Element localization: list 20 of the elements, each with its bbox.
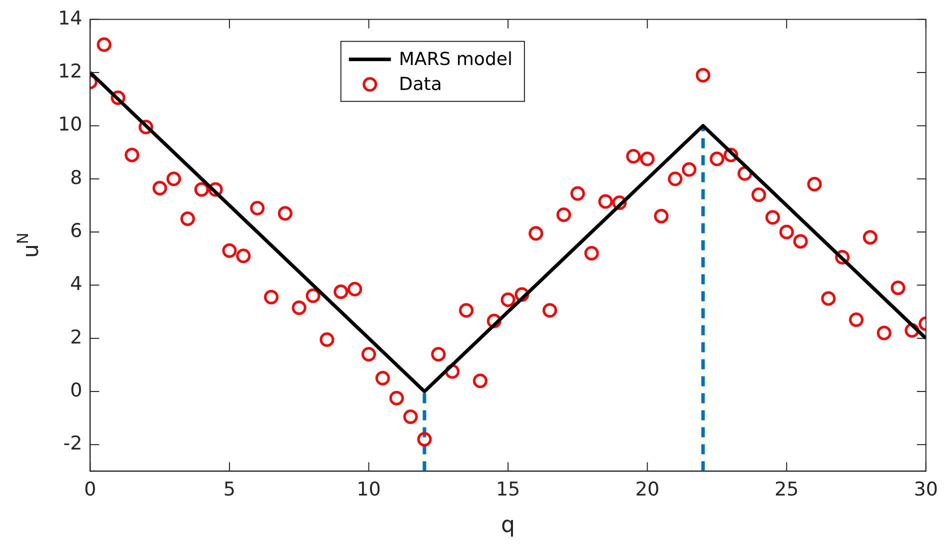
x-tick-label: 20 — [635, 478, 660, 501]
y-tick-label: 14 — [58, 7, 82, 30]
y-tick-label: 8 — [70, 166, 82, 189]
y-tick-label: 10 — [58, 114, 82, 136]
x-axis-title: q — [501, 513, 516, 538]
y-tick-label: 0 — [70, 379, 82, 402]
x-tick-label: 25 — [774, 478, 799, 501]
x-tick-label: 15 — [496, 478, 520, 501]
y-tick-label: 6 — [70, 220, 82, 242]
y-tick-label: 4 — [70, 273, 82, 296]
legend-label: Data — [398, 74, 442, 96]
x-tick-label: 5 — [223, 478, 236, 501]
y-axis-title: uN — [14, 232, 44, 258]
x-tick-label: 10 — [356, 478, 381, 501]
x-tick-label: 0 — [84, 478, 96, 501]
y-tick-label: -2 — [63, 432, 82, 455]
y-tick-label: 12 — [58, 60, 82, 82]
legend-label: MARS model — [398, 49, 512, 70]
x-tick-label: 30 — [914, 478, 938, 501]
y-tick-label: 2 — [70, 326, 82, 348]
